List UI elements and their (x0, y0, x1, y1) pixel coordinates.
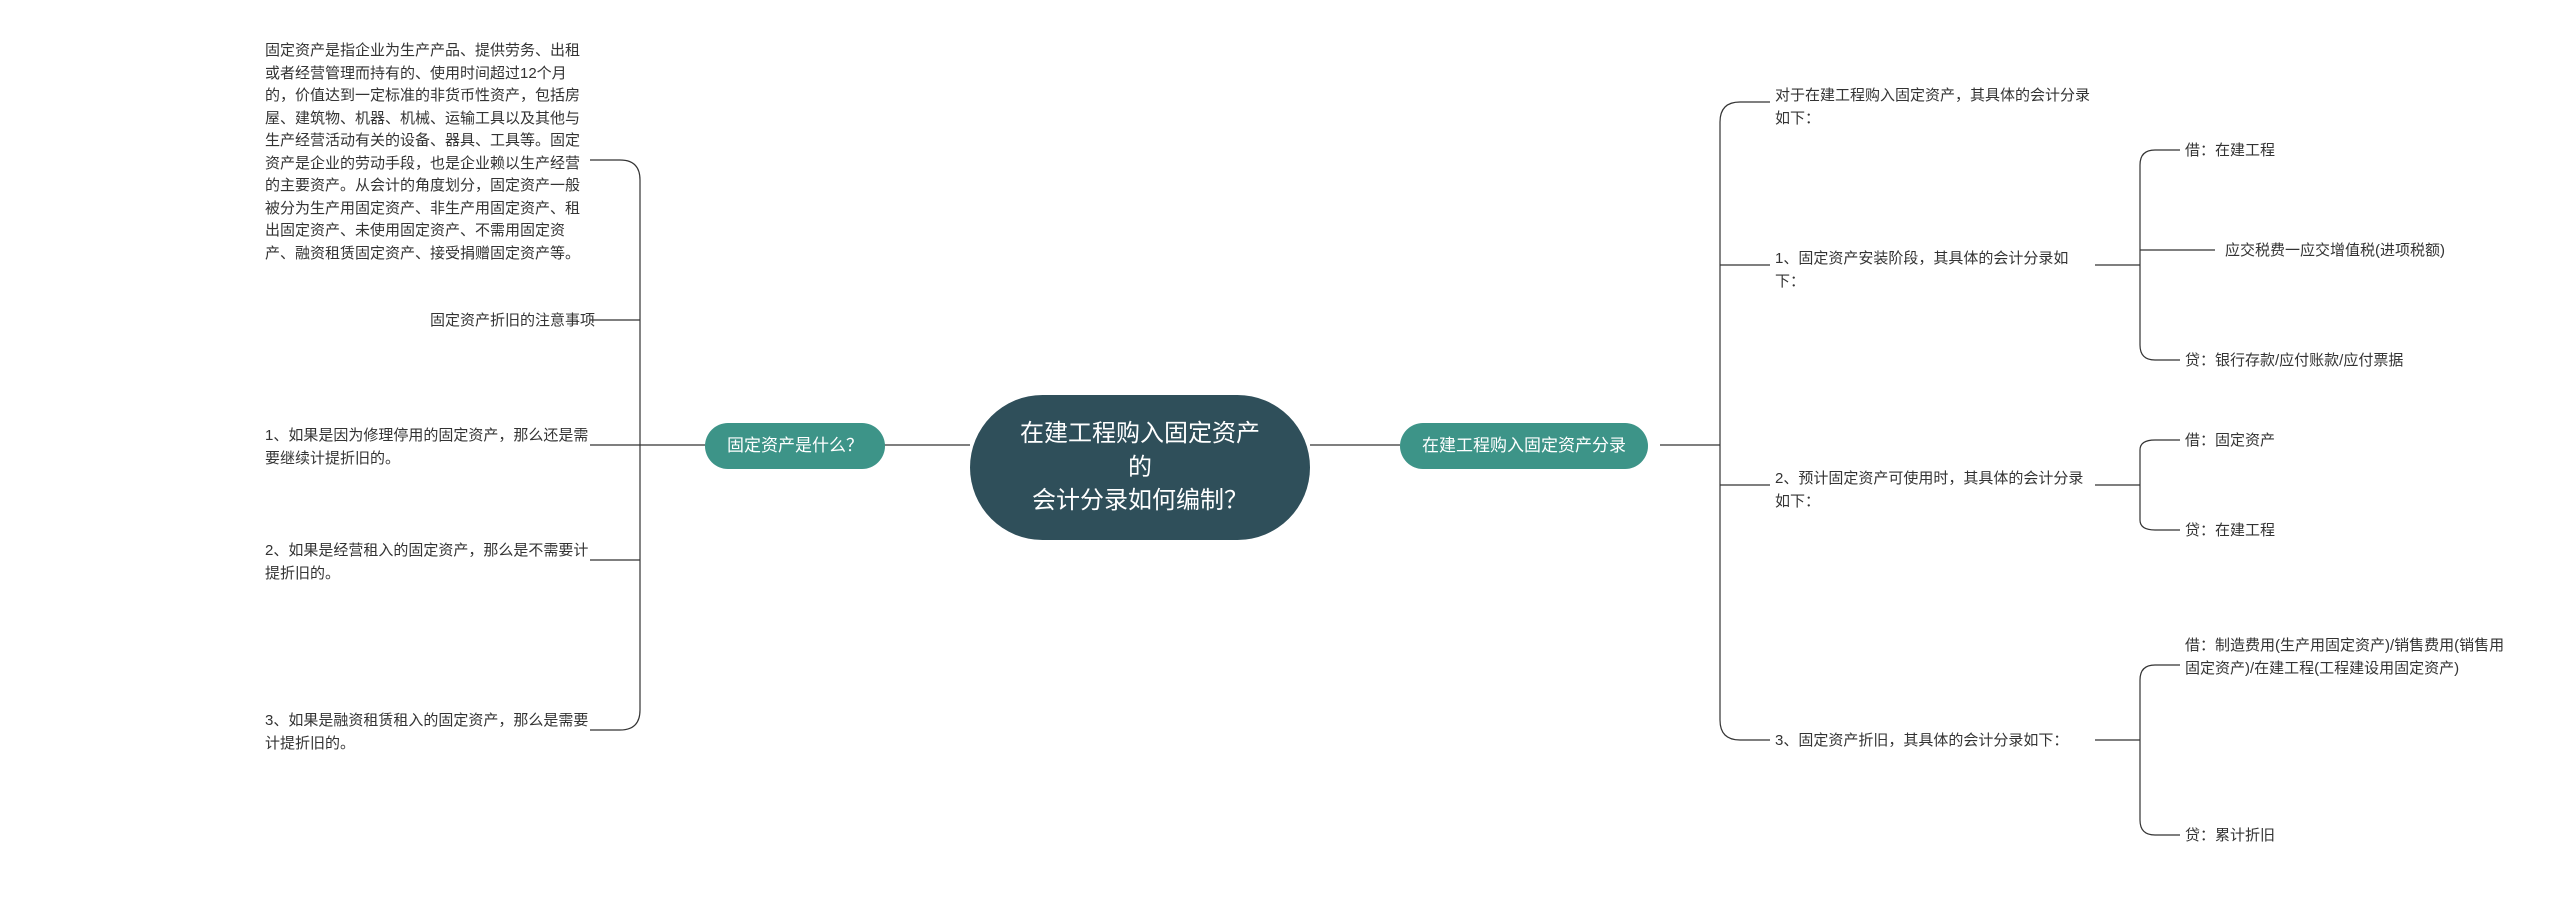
left-item-3: 2、如果是经营租入的固定资产，那么是不需要计提折旧的。 (265, 540, 590, 585)
section-2-entry-0: 借：制造费用(生产用固定资产)/销售费用(销售用固定资产)/在建工程(工程建设用… (2185, 635, 2515, 680)
section-2-title: 3、固定资产折旧，其具体的会计分录如下： (1775, 730, 2095, 753)
right-branch-label: 在建工程购入固定资产分录 (1422, 436, 1626, 455)
section-1-title: 2、预计固定资产可使用时，其具体的会计分录如下： (1775, 468, 2095, 513)
section-0-entry-2: 贷：银行存款/应付账款/应付票据 (2185, 350, 2505, 373)
left-item-4: 3、如果是融资租赁租入的固定资产，那么是需要计提折旧的。 (265, 710, 590, 755)
left-item-0: 固定资产是指企业为生产产品、提供劳务、出租或者经营管理而持有的、使用时间超过12… (265, 40, 590, 265)
right-intro: 对于在建工程购入固定资产，其具体的会计分录如下： (1775, 85, 2095, 130)
section-1-entry-0: 借：固定资产 (2185, 430, 2485, 453)
section-0-entry-1: 应交税费一应交增值税(进项税额) (2225, 240, 2525, 263)
right-branch: 在建工程购入固定资产分录 (1400, 423, 1648, 469)
section-1-entry-1: 贷：在建工程 (2185, 520, 2485, 543)
left-item-2: 1、如果是因为修理停用的固定资产，那么还是需要继续计提折旧的。 (265, 425, 590, 470)
root-node: 在建工程购入固定资产的 会计分录如何编制？ (970, 395, 1310, 540)
left-branch-label: 固定资产是什么？ (727, 436, 863, 455)
left-branch: 固定资产是什么？ (705, 423, 885, 469)
section-0-title: 1、固定资产安装阶段，其具体的会计分录如下： (1775, 248, 2095, 293)
root-line2: 会计分录如何编制？ (1032, 487, 1248, 514)
section-0-entry-0: 借：在建工程 (2185, 140, 2485, 163)
left-item-1: 固定资产折旧的注意事项 (415, 310, 595, 333)
root-line1: 在建工程购入固定资产的 (1020, 420, 1260, 481)
section-2-entry-1: 贷：累计折旧 (2185, 825, 2485, 848)
